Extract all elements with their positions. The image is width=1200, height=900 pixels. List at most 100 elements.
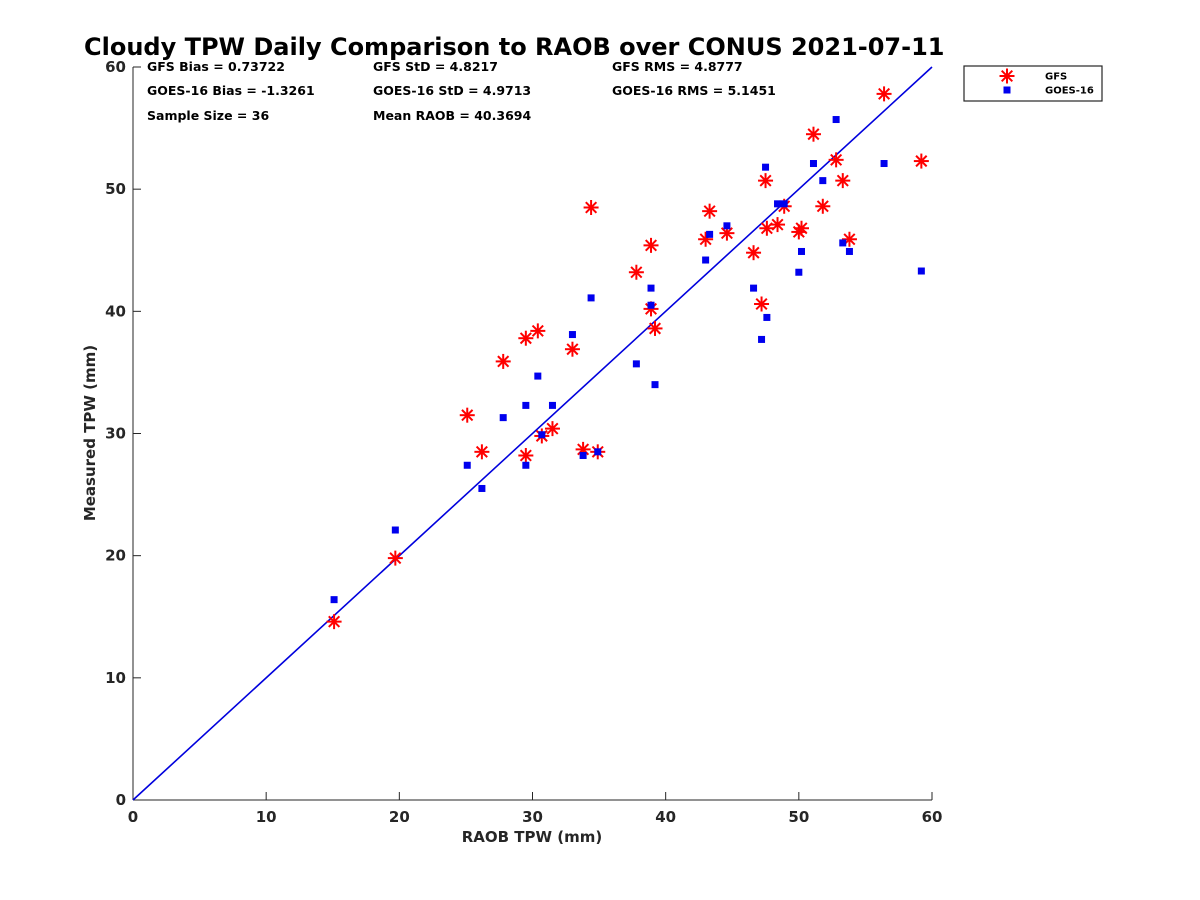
data-point — [647, 320, 663, 336]
legend-marker — [1003, 86, 1011, 94]
data-point — [770, 217, 786, 233]
data-point — [805, 126, 821, 142]
data-point — [326, 614, 342, 630]
stat-label: GFS StD = 4.8217 — [373, 59, 498, 74]
data-point — [876, 86, 892, 102]
x-tick-label: 20 — [389, 808, 410, 826]
stats-annotations: GFS Bias = 0.73722 GFS StD = 4.8217 GFS RM… — [147, 59, 776, 123]
x-tick-label: 60 — [922, 808, 943, 826]
data-point — [917, 267, 925, 275]
data-point — [832, 116, 840, 124]
data-point — [544, 421, 560, 437]
data-point — [797, 247, 805, 255]
data-point — [702, 256, 710, 264]
data-point — [518, 330, 534, 346]
data-point — [795, 268, 803, 276]
reference-line-group — [132, 66, 933, 801]
x-axis-label: RAOB TPW (mm) — [462, 828, 603, 846]
data-point — [522, 461, 530, 469]
x-tick-label: 30 — [522, 808, 543, 826]
data-point — [387, 550, 403, 566]
x-tick-label: 10 — [256, 808, 277, 826]
data-point — [391, 526, 399, 534]
y-tick-label: 30 — [105, 425, 126, 443]
data-point — [839, 239, 847, 247]
chart-title: Cloudy TPW Daily Comparison to RAOB over… — [84, 33, 944, 61]
data-point — [819, 177, 827, 185]
data-point — [835, 173, 851, 189]
data-point — [643, 237, 659, 253]
data-point — [538, 431, 546, 439]
legend-label: GFS — [1045, 72, 1067, 83]
data-point — [913, 153, 929, 169]
data-point — [579, 451, 587, 459]
legend-box — [963, 65, 1103, 102]
stat-label: GOES-16 StD = 4.9713 — [373, 83, 531, 98]
data-point — [815, 198, 831, 214]
data-point — [499, 414, 507, 422]
data-point — [594, 448, 602, 456]
data-point — [754, 296, 770, 312]
data-point — [809, 160, 817, 168]
data-point — [763, 313, 771, 321]
data-point — [647, 284, 655, 292]
data-point — [759, 220, 775, 236]
y-tick-label: 20 — [105, 547, 126, 565]
y-tick-label: 10 — [105, 669, 126, 687]
stat-label: GFS Bias = 0.73722 — [147, 59, 285, 74]
data-point — [632, 360, 640, 368]
legend-marker — [999, 68, 1015, 84]
legend: GFS GOES-16 — [963, 65, 1103, 102]
data-point — [474, 444, 490, 460]
data-point — [651, 381, 659, 389]
data-point — [530, 323, 546, 339]
y-tick-label: 0 — [116, 791, 126, 809]
data-point — [758, 173, 774, 189]
stat-label: GOES-16 Bias = -1.3261 — [147, 83, 315, 98]
plot-axes: 0 10 20 30 40 50 60 0 10 20 30 40 50 60 — [105, 58, 942, 826]
data-point — [564, 341, 580, 357]
data-point — [758, 335, 766, 343]
data-point — [568, 331, 576, 339]
x-tick-label: 40 — [655, 808, 676, 826]
data-point — [583, 199, 599, 215]
x-tick-label: 50 — [788, 808, 809, 826]
data-point — [774, 200, 782, 208]
data-point — [845, 247, 853, 255]
y-tick-label: 60 — [105, 58, 126, 76]
data-point — [459, 407, 475, 423]
data-point — [880, 160, 888, 168]
series-layer — [326, 86, 929, 630]
one-to-one-line — [132, 66, 933, 801]
data-point — [762, 163, 770, 171]
series-goes-16 — [330, 116, 925, 604]
data-point — [719, 225, 735, 241]
data-point — [750, 284, 758, 292]
y-axis-label: Measured TPW (mm) — [81, 345, 99, 521]
series-gfs — [326, 86, 929, 630]
data-point — [628, 264, 644, 280]
stat-label: Mean RAOB = 40.3694 — [373, 108, 531, 123]
x-tick-label: 0 — [128, 808, 138, 826]
data-point — [780, 200, 788, 208]
data-point — [534, 372, 542, 380]
data-point — [706, 230, 714, 238]
data-point — [746, 245, 762, 261]
data-point — [723, 222, 731, 230]
data-point — [463, 461, 471, 469]
legend-label: GOES-16 — [1045, 86, 1094, 97]
data-point — [548, 401, 556, 409]
data-point — [587, 294, 595, 302]
y-tick-label: 50 — [105, 180, 126, 198]
data-point — [828, 152, 844, 168]
data-point — [702, 203, 718, 219]
data-point — [478, 484, 486, 492]
data-point — [330, 596, 338, 604]
data-point — [522, 401, 530, 409]
stat-label: GOES-16 RMS = 5.1451 — [612, 83, 776, 98]
data-point — [518, 447, 534, 463]
data-point — [793, 220, 809, 236]
y-tick-label: 40 — [105, 302, 126, 320]
stat-label: GFS RMS = 4.8777 — [612, 59, 743, 74]
